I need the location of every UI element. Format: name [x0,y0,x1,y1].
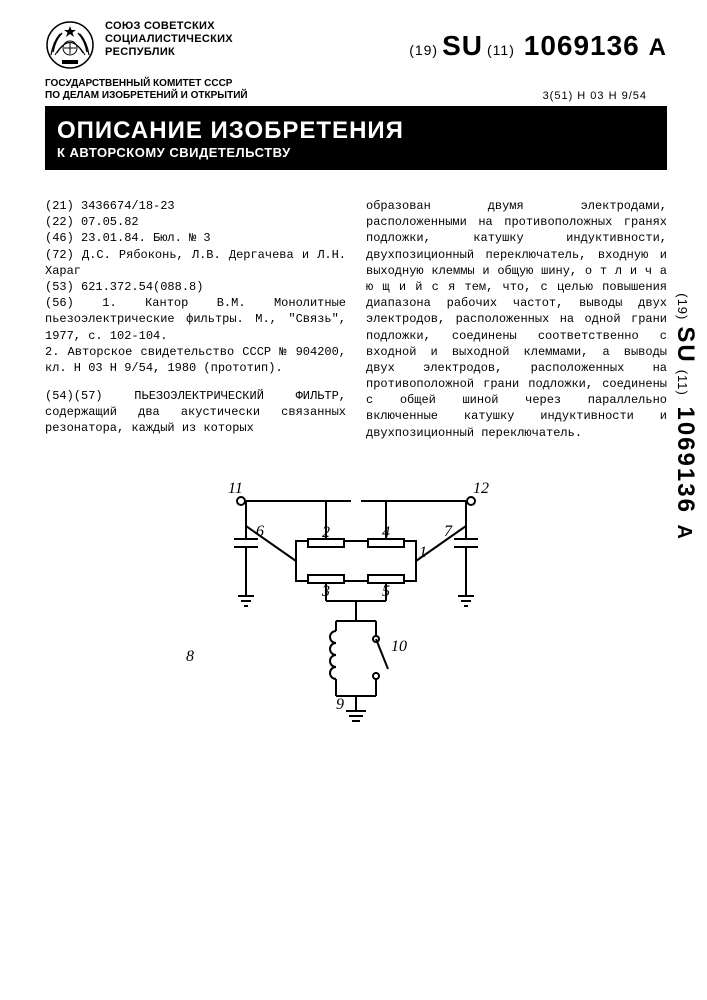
header-row: СОЮЗ СОВЕТСКИХ СОЦИАЛИСТИЧЕСКИХ РЕСПУБЛИ… [45,20,667,70]
union-text: СОЮЗ СОВЕТСКИХ СОЦИАЛИСТИЧЕСКИХ РЕСПУБЛИ… [105,20,233,60]
ussr-emblem-icon [45,20,95,70]
side-suffix: A [673,525,695,540]
title-block: ОПИСАНИЕ ИЗОБРЕТЕНИЯ К АВТОРСКОМУ СВИДЕТ… [45,109,667,170]
field-21: (21) 3436674/18-23 [45,198,346,214]
side-publication-number: (19) SU (11) 1069136 A [671,293,699,540]
field-46: (46) 23.01.84. Бюл. № 3 [45,230,346,246]
pub-number-value: 1069136 [524,30,640,61]
label-5: 5 [382,583,390,600]
label-2: 2 [322,524,330,541]
label-8: 8 [186,648,194,665]
label-10: 10 [391,638,407,655]
union-line: СОЦИАЛИСТИЧЕСКИХ [105,33,233,46]
pub-mid: (11) [487,42,515,58]
pub-country: SU [442,30,483,61]
label-12: 12 [473,480,489,497]
union-line: РЕСПУБЛИК [105,46,233,59]
left-column: (21) 3436674/18-23 (22) 07.05.82 (46) 23… [45,198,346,441]
publication-number: (19)SU(11) 1069136 A [409,30,667,62]
page-root: СОЮЗ СОВЕТСКИХ СОЦИАЛИСТИЧЕСКИХ РЕСПУБЛИ… [0,0,707,1000]
classification-code: 3(51) H 03 H 9/54 [543,90,667,102]
field-56b: 2. Авторское свидетельство СССР № 904200… [45,344,346,376]
title-sub: К АВТОРСКОМУ СВИДЕТЕЛЬСТВУ [57,145,655,160]
union-line: СОЮЗ СОВЕТСКИХ [105,20,233,33]
committee-text: ГОСУДАРСТВЕННЫЙ КОМИТЕТ СССР ПО ДЕЛАМ ИЗ… [45,78,248,102]
pub-suffix: A [649,34,667,61]
field-56a: (56) 1. Кантор В.М. Монолитные пьезоэлек… [45,295,346,344]
side-number: 1069136 [672,406,699,513]
circuit-diagram: 11 12 6 7 2 4 1 3 5 8 10 9 [186,471,526,751]
side-prefix: (19) [675,293,690,320]
side-mid: (11) [675,370,690,396]
figure-area: 11 12 6 7 2 4 1 3 5 8 10 9 [45,471,667,751]
label-3: 3 [321,583,330,600]
right-text: образован двумя электродами, расположенн… [366,198,667,441]
committee-line: ПО ДЕЛАМ ИЗОБРЕТЕНИЙ И ОТКРЫТИЙ [45,90,248,102]
label-9: 9 [336,696,344,713]
label-7: 7 [444,523,453,540]
label-11: 11 [228,480,243,497]
committee-row: ГОСУДАРСТВЕННЫЙ КОМИТЕТ СССР ПО ДЕЛАМ ИЗ… [45,78,667,109]
field-22: (22) 07.05.82 [45,214,346,230]
pub-prefix: (19) [409,42,438,58]
label-1: 1 [419,544,427,561]
title-main: ОПИСАНИЕ ИЗОБРЕТЕНИЯ [57,117,655,145]
field-53: (53) 621.372.54(088.8) [45,279,346,295]
label-4: 4 [382,524,390,541]
label-6: 6 [256,523,264,540]
committee-line: ГОСУДАРСТВЕННЫЙ КОМИТЕТ СССР [45,78,248,90]
right-column: образован двумя электродами, расположенн… [366,198,667,441]
field-54: (54)(57) ПЬЕЗОЭЛЕКТРИЧЕСКИЙ ФИЛЬТР, соде… [45,388,346,437]
field-72: (72) Д.С. Рябоконь, Л.В. Дергачева и Л.Н… [45,247,346,279]
body-columns: (21) 3436674/18-23 (22) 07.05.82 (46) 23… [45,198,667,441]
emblem-block: СОЮЗ СОВЕТСКИХ СОЦИАЛИСТИЧЕСКИХ РЕСПУБЛИ… [45,20,233,70]
side-country: SU [672,326,699,363]
